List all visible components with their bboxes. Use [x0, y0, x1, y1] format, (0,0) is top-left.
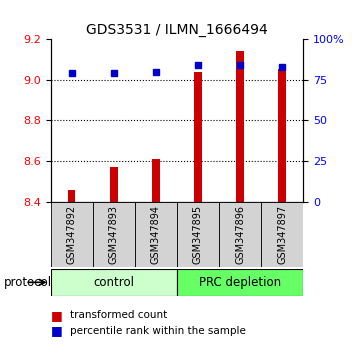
Text: percentile rank within the sample: percentile rank within the sample — [70, 326, 246, 336]
Bar — [278, 69, 286, 202]
Bar — [135, 202, 177, 267]
Text: PRC depletion: PRC depletion — [199, 276, 281, 289]
Bar — [219, 202, 261, 267]
Bar — [177, 202, 219, 267]
Bar — [110, 167, 118, 202]
Bar — [236, 51, 244, 202]
Bar — [68, 189, 75, 202]
Text: GSM347895: GSM347895 — [193, 205, 203, 264]
Text: protocol: protocol — [4, 276, 52, 289]
Bar — [194, 72, 202, 202]
Text: GSM347893: GSM347893 — [109, 205, 119, 264]
Text: ■: ■ — [51, 325, 62, 337]
Title: GDS3531 / ILMN_1666494: GDS3531 / ILMN_1666494 — [86, 23, 268, 36]
Text: GSM347894: GSM347894 — [151, 205, 161, 264]
Text: ■: ■ — [51, 309, 62, 321]
Bar — [152, 159, 160, 202]
Bar — [51, 202, 93, 267]
Text: GSM347892: GSM347892 — [66, 205, 77, 264]
Text: transformed count: transformed count — [70, 310, 168, 320]
Bar — [177, 269, 303, 296]
Text: control: control — [93, 276, 134, 289]
Text: GSM347896: GSM347896 — [235, 205, 245, 264]
Bar — [261, 202, 303, 267]
Bar — [51, 269, 177, 296]
Text: GSM347897: GSM347897 — [277, 205, 287, 264]
Bar — [93, 202, 135, 267]
